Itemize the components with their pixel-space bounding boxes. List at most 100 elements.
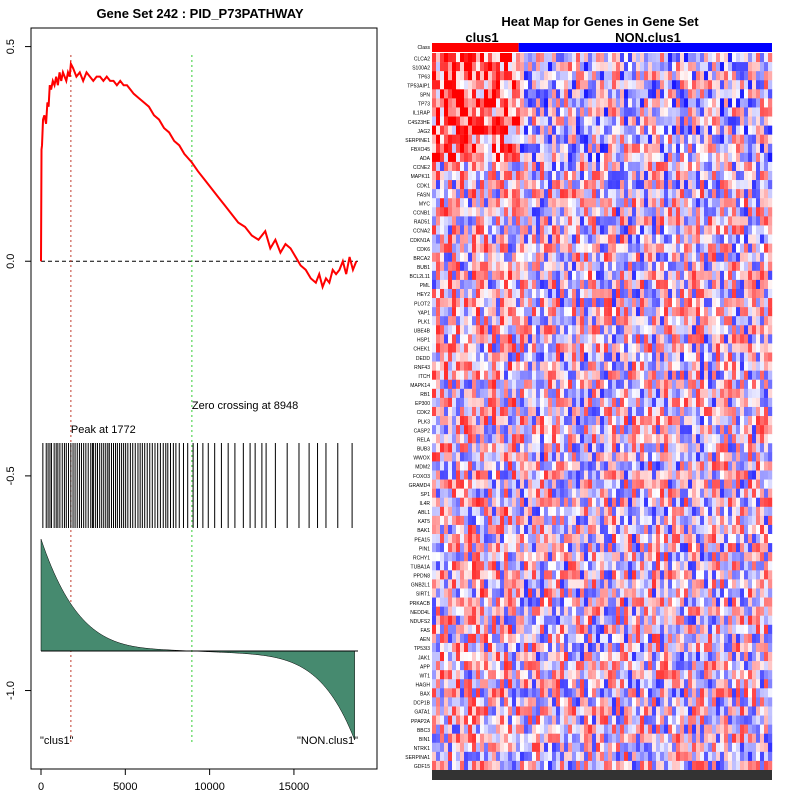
heatmap-cell (672, 98, 677, 108)
heatmap-cell (768, 506, 773, 517)
heatmap-cell (768, 143, 773, 154)
heatmap-cell (628, 189, 633, 199)
heatmap-cell (468, 325, 473, 335)
heatmap-cell (652, 524, 657, 535)
heatmap-cell (644, 143, 649, 154)
heatmap-cell (560, 461, 565, 471)
heatmap-cell (708, 397, 713, 408)
heatmap-cell (708, 361, 713, 371)
heatmap-cell (660, 397, 665, 408)
heatmap-cell (448, 71, 453, 81)
heatmap-cell (544, 279, 549, 290)
heatmap-cell (588, 506, 593, 517)
heatmap-cell (444, 506, 449, 517)
heatmap-cell (580, 416, 585, 426)
heatmap-cell (768, 225, 773, 235)
heatmap-cell (532, 107, 537, 117)
heatmap-cell (468, 71, 473, 81)
heatmap-cell (616, 343, 621, 353)
heatmap-cell (660, 325, 665, 335)
heatmap-cell (460, 298, 465, 308)
heatmap-cell (484, 506, 489, 517)
heatmap-cell (676, 470, 681, 480)
heatmap-cell (456, 225, 461, 235)
heatmap-cell (668, 334, 673, 344)
heatmap-cell (696, 298, 701, 308)
heatmap-cell (752, 143, 757, 154)
heatmap-cell (460, 62, 465, 72)
heatmap-cell (740, 234, 745, 244)
heatmap-cell (660, 279, 665, 290)
heatmap-cell (596, 152, 601, 163)
heatmap-cell (764, 461, 769, 471)
heatmap-cell (496, 71, 501, 81)
heatmap-cell (716, 98, 721, 108)
heatmap-cell (676, 116, 681, 126)
heatmap-cell (768, 279, 773, 290)
heatmap-cell (508, 116, 513, 126)
heatmap-cell (656, 252, 661, 262)
heatmap-cell (700, 479, 705, 489)
heatmap-cell (640, 279, 645, 290)
heatmap-cell (616, 416, 621, 426)
heatmap-cell (616, 406, 621, 417)
heatmap-cell (544, 425, 549, 435)
heatmap-cell (744, 543, 749, 553)
heatmap-cell (588, 107, 593, 117)
heatmap-cell (452, 416, 457, 426)
heatmap-cell (552, 216, 557, 226)
heatmap-cell (452, 189, 457, 199)
heatmap-cell (756, 243, 761, 253)
heatmap-cell (480, 552, 485, 562)
heatmap-cell (448, 261, 453, 272)
heatmap-cell (668, 406, 673, 417)
heatmap-cell (460, 461, 465, 471)
heatmap-cell (600, 116, 605, 126)
heatmap-cell (488, 416, 493, 426)
heatmap-cell (488, 161, 493, 172)
heatmap-cell (576, 325, 581, 335)
heatmap-cell (624, 379, 629, 390)
heatmap-cell (432, 243, 437, 253)
heatmap-cell (612, 497, 617, 507)
heatmap-cell (504, 524, 509, 535)
heatmap-cell (680, 316, 685, 326)
heatmap-cell (452, 198, 457, 208)
heatmap-cell (504, 261, 509, 272)
heatmap-cell (676, 143, 681, 154)
heatmap-cell (624, 416, 629, 426)
heatmap-cell (488, 180, 493, 190)
heatmap-cell (512, 116, 517, 126)
heatmap-cell (508, 279, 513, 290)
heatmap-cell (616, 143, 621, 154)
heatmap-cell (636, 543, 641, 553)
heatmap-cell (488, 352, 493, 362)
heatmap-cell (536, 515, 541, 526)
heatmap-cell (560, 343, 565, 353)
heatmap-cell (728, 506, 733, 517)
heatmap-cell (620, 461, 625, 471)
heatmap-cell (732, 288, 737, 299)
heatmap-cell (680, 80, 685, 90)
heatmap-cell (564, 62, 569, 72)
heatmap-cell (564, 107, 569, 117)
heatmap-cell (668, 143, 673, 154)
heatmap-cell (704, 80, 709, 90)
heatmap-cell (720, 89, 725, 99)
heatmap-cell (568, 524, 573, 535)
heatmap-cell (684, 397, 689, 408)
heatmap-cell (552, 143, 557, 154)
heatmap-cell (464, 279, 469, 290)
heatmap-cell (504, 225, 509, 235)
heatmap-cell (644, 62, 649, 72)
heatmap-cell (720, 189, 725, 199)
heatmap-cell (764, 207, 769, 217)
heatmap-cell (552, 543, 557, 553)
heatmap-cell (644, 234, 649, 244)
heatmap-cell (528, 497, 533, 507)
heatmap-cell (736, 379, 741, 390)
heatmap-cell (724, 234, 729, 244)
heatmap-cell (720, 252, 725, 262)
heatmap-cell (692, 62, 697, 72)
heatmap-cell (540, 515, 545, 526)
